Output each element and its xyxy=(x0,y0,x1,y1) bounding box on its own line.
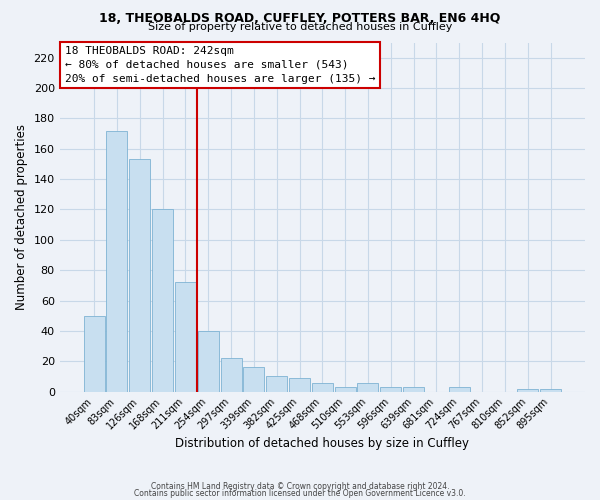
Bar xyxy=(358,382,379,392)
Text: 18, THEOBALDS ROAD, CUFFLEY, POTTERS BAR, EN6 4HQ: 18, THEOBALDS ROAD, CUFFLEY, POTTERS BAR… xyxy=(100,12,500,26)
Bar xyxy=(335,387,356,392)
Bar xyxy=(221,358,242,392)
Bar xyxy=(175,282,196,392)
Text: 18 THEOBALDS ROAD: 242sqm
← 80% of detached houses are smaller (543)
20% of semi: 18 THEOBALDS ROAD: 242sqm ← 80% of detac… xyxy=(65,46,376,84)
Bar xyxy=(152,210,173,392)
Text: Contains public sector information licensed under the Open Government Licence v3: Contains public sector information licen… xyxy=(134,490,466,498)
Bar xyxy=(129,160,150,392)
Text: Size of property relative to detached houses in Cuffley: Size of property relative to detached ho… xyxy=(148,22,452,32)
X-axis label: Distribution of detached houses by size in Cuffley: Distribution of detached houses by size … xyxy=(175,437,469,450)
Bar xyxy=(403,387,424,392)
Bar xyxy=(244,368,265,392)
Bar xyxy=(289,378,310,392)
Bar xyxy=(197,331,218,392)
Bar xyxy=(517,388,538,392)
Bar xyxy=(380,387,401,392)
Bar xyxy=(312,382,333,392)
Y-axis label: Number of detached properties: Number of detached properties xyxy=(15,124,28,310)
Bar xyxy=(106,130,127,392)
Text: Contains HM Land Registry data © Crown copyright and database right 2024.: Contains HM Land Registry data © Crown c… xyxy=(151,482,449,491)
Bar xyxy=(540,388,561,392)
Bar xyxy=(449,387,470,392)
Bar xyxy=(83,316,104,392)
Bar xyxy=(266,376,287,392)
